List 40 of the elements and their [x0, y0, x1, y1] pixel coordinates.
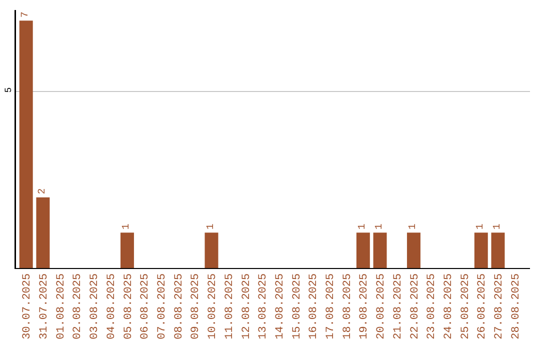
x-tick-label: 06.08.2025: [140, 273, 152, 340]
x-tick-label: 19.08.2025: [358, 273, 371, 340]
x-tick-label: 14.08.2025: [274, 273, 286, 340]
x-tick-label: 24.08.2025: [442, 273, 455, 340]
x-tick-label: 20.08.2025: [376, 273, 388, 340]
x-tick-label: 03.08.2025: [89, 273, 102, 340]
x-tick-label: 04.08.2025: [106, 273, 118, 340]
x-tick-label: 13.08.2025: [258, 273, 270, 340]
x-tick-label: 02.08.2025: [72, 273, 84, 340]
data-label: 1: [408, 224, 420, 230]
x-tick-label: 28.08.2025: [510, 273, 522, 340]
x-tick-label: 31.07.2025: [38, 273, 51, 340]
data-label: 1: [122, 224, 133, 230]
x-tick-label: 18.08.2025: [342, 273, 354, 340]
x-tick-label: 25.08.2025: [460, 273, 472, 340]
x-tick-label: 08.08.2025: [173, 273, 186, 340]
x-tick-label: 11.08.2025: [224, 273, 236, 340]
x-tick-label: 22.08.2025: [409, 273, 422, 340]
x-tick-label: 05.08.2025: [122, 273, 135, 340]
data-label: 1: [358, 224, 369, 230]
x-tick-label: 07.08.2025: [156, 273, 169, 340]
x-tick-label: 27.08.2025: [494, 273, 506, 340]
data-label: 1: [476, 224, 487, 230]
x-tick-label: 01.08.2025: [55, 273, 68, 340]
data-label: 1: [374, 224, 386, 230]
data-label: 1: [206, 224, 217, 230]
x-tick-label: 12.08.2025: [240, 273, 253, 340]
x-tick-label: 26.08.2025: [476, 273, 489, 340]
data-label: 7: [20, 12, 32, 18]
x-tick-label: 16.08.2025: [308, 273, 320, 340]
x-tick-label: 23.08.2025: [426, 273, 438, 340]
x-tick-label: 21.08.2025: [392, 273, 404, 340]
x-tick-label: 10.08.2025: [207, 273, 220, 340]
data-label: 1: [492, 224, 504, 230]
x-tick-label: 09.08.2025: [190, 273, 202, 340]
y-tick-label: 5: [2, 87, 13, 92]
x-tick-label: 30.07.2025: [22, 273, 34, 340]
x-tick-label: 15.08.2025: [291, 273, 304, 340]
x-tick-label: 17.08.2025: [325, 273, 338, 340]
data-label: 2: [37, 188, 48, 194]
